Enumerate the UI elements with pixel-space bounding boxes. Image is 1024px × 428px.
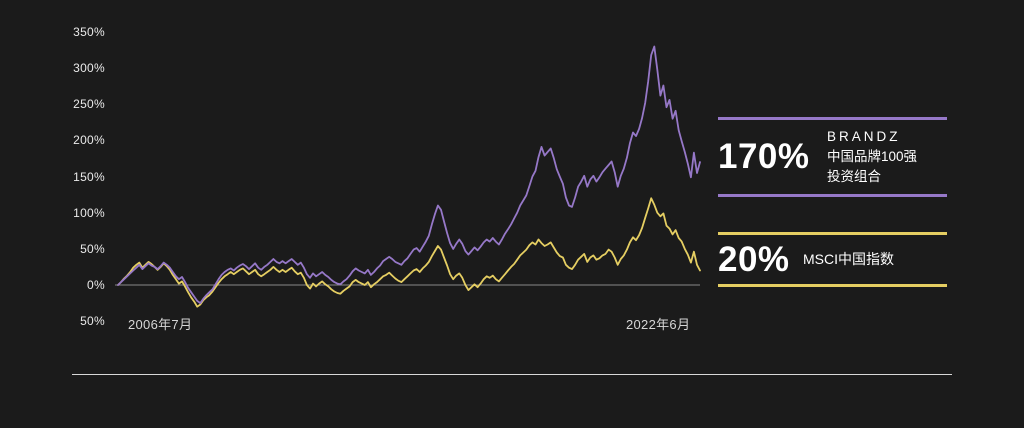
- x-axis-label-end: 2022年6月: [626, 317, 691, 332]
- y-axis-tick-label: 100%: [73, 205, 105, 220]
- y-axis-tick-label: 0%: [87, 278, 105, 292]
- y-axis-tick-label: 150%: [73, 169, 105, 184]
- y-axis-tick-label: 200%: [73, 133, 105, 148]
- y-axis-tick-label: 250%: [73, 97, 105, 112]
- legend-brandz: 170% BRANDZ 中国品牌100强 投资组合: [718, 117, 947, 197]
- legend-brandz-line2: 中国品牌100强: [827, 148, 918, 164]
- legend-msci-value: 20%: [718, 239, 790, 279]
- series-line-brandz: [117, 45, 701, 305]
- legend-msci: 20% MSCI中国指数: [718, 232, 947, 287]
- y-axis-tick-label: 300%: [73, 61, 105, 76]
- legend-brandz-line1: BRANDZ: [827, 128, 901, 144]
- y-axis-tick-label: 50%: [80, 241, 105, 256]
- y-axis-tick-label: 50%: [80, 314, 105, 329]
- y-axis-tick-label: 350%: [73, 25, 105, 39]
- legend-brandz-value: 170%: [718, 137, 810, 176]
- legend-brandz-label: BRANDZ 中国品牌100强 投资组合: [827, 127, 917, 188]
- bottom-divider: [72, 374, 952, 375]
- x-axis-label-start: 2006年7月: [128, 317, 193, 332]
- legend-brandz-line3: 投资组合: [827, 169, 881, 185]
- legend-msci-label: MSCI中国指数: [803, 251, 894, 267]
- series-line-msci: [117, 197, 701, 308]
